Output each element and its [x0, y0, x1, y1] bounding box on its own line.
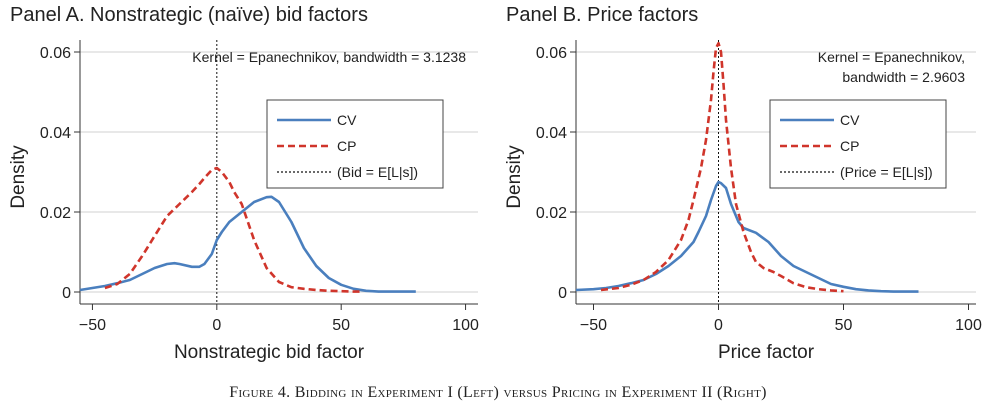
panel-b-y-tick-label: 0.02 — [536, 205, 567, 222]
panel-b-legend-label: CP — [840, 138, 859, 154]
panel-a-y-tick-label: 0.02 — [40, 205, 71, 222]
panel-b-x-axis-label: Price factor — [718, 342, 815, 363]
panel-b-kernel-annotation: Kernel = Epanechnikov, — [818, 49, 965, 65]
panel-b-legend-box — [769, 99, 947, 189]
panel-a-y-tick-label: 0.06 — [40, 45, 71, 62]
panel-a-series-cp-line — [104, 166, 362, 293]
panel-b-x-tick-label: 0 — [714, 317, 723, 334]
panel-a-y-axis-label: Density — [8, 145, 29, 209]
panel-a-chart: 0 0.02 0.04 0.06 −50 0 50 100 Nonstrategic bid f… — [8, 40, 479, 363]
figure-caption: Figure 4. Bidding in Experiment I (Left)… — [229, 384, 767, 401]
panel-b-y-tick-label: 0.06 — [536, 45, 567, 62]
panel-b-x-tick-label: 50 — [835, 317, 853, 334]
panel-a-y-tick-label: 0 — [62, 285, 71, 302]
panel-a-x-axis-label: Nonstrategic bid factor — [174, 342, 365, 363]
panel-a-legend-label: CP — [337, 138, 356, 154]
panel-b-chart: 0 0.02 0.04 0.06 −50 0 50 100 Price factor Densit… — [504, 40, 982, 363]
panel-b-legend-label: CV — [840, 112, 860, 128]
panel-b-series-cp-line — [600, 41, 844, 293]
panel-b-x-tick-label: −50 — [580, 317, 607, 334]
panel-a-legend-label: CV — [337, 112, 357, 128]
panel-b-x-tick-label: 100 — [955, 317, 982, 334]
panel-b-y-tick-label: 0.04 — [536, 125, 567, 142]
panel-a-x-tick-label: 0 — [212, 317, 221, 334]
panel-a-title: Panel A. Nonstrategic (naïve) bid factor… — [10, 4, 368, 26]
panel-b-y-tick-label: 0 — [558, 285, 567, 302]
panel-a-x-tick-label: 50 — [332, 317, 350, 334]
panel-b-series-cv-line — [575, 180, 919, 293]
panel-a-legend-label: (Bid = E[L|s]) — [337, 164, 418, 180]
panel-b-title: Panel B. Price factors — [506, 4, 699, 26]
panel-a-legend-box — [266, 99, 444, 189]
panel-a-series-cv-line — [79, 195, 416, 293]
panel-a-x-tick-label: 100 — [452, 317, 479, 334]
panel-b-legend-label: (Price = E[L|s]) — [840, 164, 933, 180]
panel-a-y-tick-label: 0.04 — [40, 125, 71, 142]
panel-b-kernel-annotation: bandwidth = 2.9603 — [842, 69, 965, 85]
panel-a-kernel-annotation: Kernel = Epanechnikov, bandwidth = 3.123… — [192, 49, 466, 65]
panel-b-y-axis-label: Density — [504, 145, 525, 209]
panel-a-x-tick-label: −50 — [79, 317, 106, 334]
